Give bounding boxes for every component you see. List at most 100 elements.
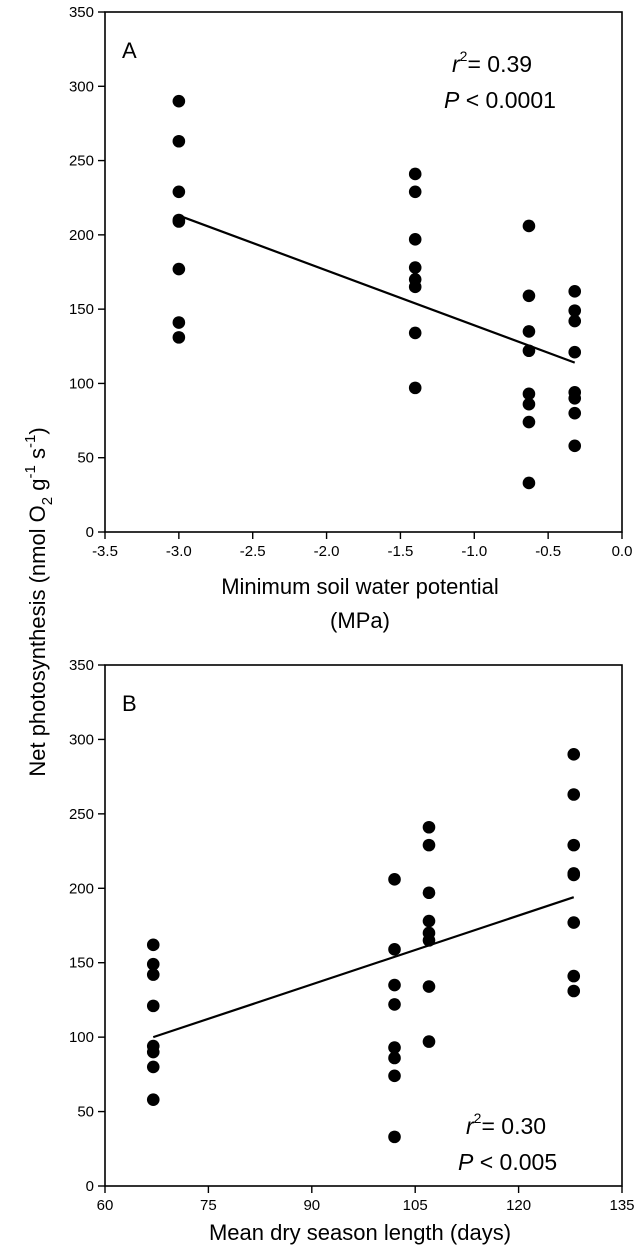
panel-a-letter: A xyxy=(122,38,137,63)
panel-b-data-point xyxy=(388,1130,401,1144)
panel-a-ytick-label: 200 xyxy=(69,227,94,244)
panel-b-fit-line xyxy=(152,896,575,1039)
panel-a-data-point xyxy=(408,167,422,181)
panel-a-ytick-label: 100 xyxy=(69,375,94,392)
panel-b-ytick-label: 300 xyxy=(69,731,94,748)
panel-b-xtick-label: 120 xyxy=(506,1197,531,1214)
panel-b-data-point xyxy=(422,914,436,928)
panel-b-data-point xyxy=(567,838,581,852)
panel-a-chart: -3.5 -3.0 -2.5 -2.0 -1.5 -1.0 -0.5 0.0 0 50 100 150… xyxy=(69,4,632,633)
panel-a-xtick-label: -1.5 xyxy=(387,543,413,560)
panel-a-data-point xyxy=(408,185,422,199)
panel-b-ytick-label: 50 xyxy=(77,1104,94,1121)
panel-a-data-point xyxy=(408,233,422,246)
panel-a-ytick-label: 0 xyxy=(86,524,94,541)
panel-b-plot-frame xyxy=(104,664,623,1187)
panel-b-data-point xyxy=(146,968,160,981)
panel-a-data-point xyxy=(568,345,582,359)
panel-b-data-point xyxy=(388,873,401,886)
panel-a-data-point xyxy=(172,331,186,344)
panel-a-data-point xyxy=(408,280,422,294)
panel-a-data-point xyxy=(522,397,536,411)
panel-b-ytick-label: 100 xyxy=(69,1029,94,1046)
panel-a-data-point xyxy=(172,185,186,199)
panel-a-xtick-label: -3.5 xyxy=(92,543,118,560)
panel-b-xlabel: Mean dry season length (days) xyxy=(209,1220,511,1245)
panel-b-data-point xyxy=(567,984,581,998)
panel-b-r2-annotation: r2= 0.30 xyxy=(466,1110,546,1139)
panel-a-data-point xyxy=(568,406,582,420)
panel-b-data-point xyxy=(567,969,581,983)
panel-a-ytick-label: 50 xyxy=(77,450,94,467)
panel-a-points xyxy=(172,94,582,490)
panel-b-data-point xyxy=(388,998,401,1011)
panel-a-data-point xyxy=(568,304,582,317)
panel-a-data-point xyxy=(408,326,422,340)
panel-b-data-point xyxy=(388,1041,401,1054)
panel-b-data-point xyxy=(388,1069,401,1083)
panel-b-xtick-label: 60 xyxy=(97,1197,114,1214)
panel-a-data-point xyxy=(568,439,582,453)
panel-a-xlabel-line2: (MPa) xyxy=(330,608,390,633)
panel-b-data-point xyxy=(422,886,436,900)
panel-a-fit-line xyxy=(178,214,576,364)
panel-b-data-point xyxy=(146,957,160,971)
panel-b-data-point xyxy=(422,934,436,947)
panel-a-xtick-label: 0.0 xyxy=(612,543,633,560)
panel-a-ytick-label: 300 xyxy=(69,78,94,95)
panel-a-xlabel-line1: Minimum soil water potential xyxy=(221,574,499,599)
panel-b-data-point xyxy=(567,748,581,761)
panel-b-data-point xyxy=(146,938,160,952)
panel-b-ytick-label: 350 xyxy=(69,657,94,674)
panel-b-data-point xyxy=(146,1093,160,1106)
panel-a-xtick-label: -2.0 xyxy=(314,543,340,560)
panel-b-ytick-label: 150 xyxy=(69,955,94,972)
panel-b-data-point xyxy=(146,999,160,1013)
panel-b-data-point xyxy=(422,838,436,852)
panel-b-data-point xyxy=(388,943,401,956)
panel-a-fit-group xyxy=(178,214,576,364)
panel-a-p-annotation: P < 0.0001 xyxy=(444,87,556,113)
panel-a-data-point xyxy=(522,415,536,429)
panel-a-data-point xyxy=(172,94,186,108)
panel-a-data-point xyxy=(172,262,186,276)
panel-a-ticks: -3.5 -3.0 -2.5 -2.0 -1.5 -1.0 -0.5 0.0 0 50 100 150… xyxy=(69,4,632,560)
panel-a-ytick-label: 350 xyxy=(69,4,94,21)
panel-a-plot-frame xyxy=(104,11,623,533)
panel-b-data-point xyxy=(567,868,581,882)
panel-b-data-point xyxy=(422,820,436,834)
panel-a-data-point xyxy=(172,215,186,228)
panel-b-data-point xyxy=(422,980,436,993)
panel-a-xtick-label: -0.5 xyxy=(535,543,561,560)
panel-a-ytick-label: 150 xyxy=(69,301,94,318)
panel-b-data-point xyxy=(388,1051,401,1065)
panel-b-ytick-label: 250 xyxy=(69,806,94,823)
panel-a-data-point xyxy=(522,219,536,233)
panel-a-data-point xyxy=(172,316,186,329)
panel-a-data-point xyxy=(522,325,536,338)
panel-b-data-point xyxy=(146,1045,160,1059)
panel-a-ytick-label: 250 xyxy=(69,153,94,170)
panel-a-data-point xyxy=(408,261,422,274)
panel-a-data-point xyxy=(408,381,422,395)
panel-a-data-point xyxy=(568,314,582,328)
panel-b-letter: B xyxy=(122,691,137,716)
panel-a-data-point xyxy=(568,285,582,298)
panel-b-xtick-label: 75 xyxy=(200,1197,217,1214)
panel-b-points xyxy=(146,748,581,1144)
panel-b-ytick-label: 200 xyxy=(69,880,94,897)
panel-a-data-point xyxy=(522,289,536,303)
panel-b-data-point xyxy=(567,788,581,801)
panel-a-data-point xyxy=(522,344,536,358)
panel-b-chart: 60 75 90 105 120 135 0 50 100 150 200 250 300 350 B r… xyxy=(69,657,635,1245)
panel-b-data-point xyxy=(388,978,401,992)
panel-b-fit-group xyxy=(152,896,575,1039)
panel-a-xtick-label: -2.5 xyxy=(240,543,266,560)
panel-b-xtick-label: 90 xyxy=(303,1197,320,1214)
panel-a-data-point xyxy=(568,391,582,405)
shared-ylabel: Net photosynthesis (nmol O2 g-1 s-1) xyxy=(22,427,56,776)
panel-a-data-point xyxy=(522,476,536,490)
panel-b-ticks: 60 75 90 105 120 135 0 50 100 150 200 250 300 350 xyxy=(69,657,635,1214)
panel-b-data-point xyxy=(567,916,581,929)
